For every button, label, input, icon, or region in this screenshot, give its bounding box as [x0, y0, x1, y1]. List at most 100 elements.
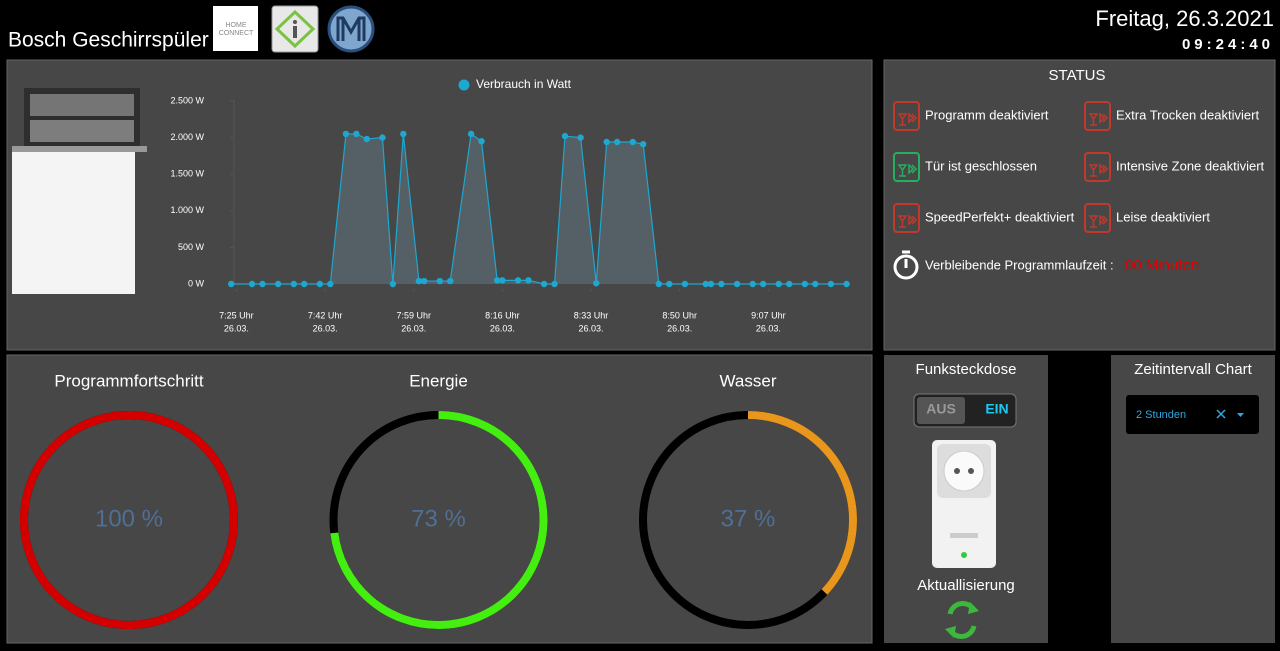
socket-title: Funksteckdose [916, 361, 1017, 378]
point[interactable] [301, 280, 308, 288]
m-glyph [336, 16, 366, 41]
point[interactable] [759, 280, 767, 288]
point[interactable] [259, 280, 266, 288]
point[interactable] [629, 138, 636, 146]
info-diamond [274, 9, 316, 49]
point[interactable] [666, 280, 673, 288]
status-icon [893, 203, 920, 233]
point[interactable] [467, 130, 475, 138]
point[interactable] [379, 134, 386, 141]
icon-glyph [897, 163, 918, 177]
point[interactable] [655, 280, 663, 288]
point[interactable] [775, 280, 782, 288]
icon-frame [893, 203, 920, 233]
point[interactable] [436, 277, 444, 285]
point[interactable] [718, 280, 725, 288]
x-tick-label: 26.03. [667, 323, 692, 333]
dishwasher-image [12, 88, 147, 294]
x-tick-label: 26.03. [579, 323, 604, 333]
point[interactable] [248, 280, 256, 288]
point[interactable] [353, 130, 360, 138]
x-tick-label: 8:50 Uhr [662, 310, 697, 320]
clock: 09:24:40 [1182, 36, 1274, 53]
point[interactable] [478, 138, 485, 145]
point[interactable] [400, 130, 407, 138]
gauges: Programmfortschritt 100 % Energie 73 % Wasse… [20, 371, 857, 629]
icon-glyph [1088, 112, 1109, 126]
y-tick-label: 1.500 W [170, 169, 204, 179]
point[interactable] [593, 280, 600, 287]
status-icon [1084, 152, 1111, 182]
point[interactable] [274, 280, 282, 288]
point[interactable] [707, 280, 715, 288]
refresh-icon[interactable] [945, 601, 979, 639]
status-icon [1084, 203, 1111, 233]
point[interactable] [733, 280, 741, 288]
point[interactable] [447, 277, 454, 285]
x-tick-label: 8:33 Uhr [574, 310, 609, 320]
point[interactable] [493, 277, 501, 284]
x-tick-label: 9:07 Uhr [751, 310, 786, 320]
point[interactable] [603, 138, 610, 146]
point[interactable] [812, 280, 819, 288]
point[interactable] [389, 280, 397, 288]
remaining-label: Verbleibende Programmlaufzeit : [925, 257, 1114, 272]
point[interactable] [786, 280, 793, 288]
point[interactable] [415, 277, 423, 285]
info-bar [293, 26, 297, 38]
icon-glyph [897, 112, 918, 126]
socket-image [932, 440, 996, 568]
point[interactable] [827, 280, 835, 288]
x-tick-label: 8:16 Uhr [485, 310, 520, 320]
point[interactable] [363, 135, 371, 143]
point[interactable] [577, 134, 584, 141]
icon-frame [893, 101, 920, 131]
info-dot [293, 20, 297, 24]
point[interactable] [749, 280, 756, 288]
point[interactable] [540, 280, 548, 288]
y-tick-label: 0 W [188, 278, 205, 288]
point[interactable] [420, 277, 428, 285]
point[interactable] [316, 280, 324, 288]
y-tick-label: 500 W [178, 242, 205, 252]
point[interactable] [561, 132, 569, 140]
gauge-title: Programmfortschritt [54, 371, 204, 390]
point[interactable] [801, 280, 809, 288]
interval-select[interactable] [1126, 395, 1259, 434]
x-tick-label: 26.03. [401, 323, 426, 333]
point[interactable] [639, 140, 647, 148]
icon-frame [1084, 101, 1111, 131]
point[interactable] [525, 277, 532, 284]
remaining-value: 00 Minuten [1125, 257, 1199, 274]
point[interactable] [613, 138, 621, 146]
y-tick-label: 2.500 W [170, 95, 204, 105]
status-icon [1084, 101, 1111, 131]
legend-label: Verbrauch in Watt [476, 77, 572, 91]
icon-frame [1084, 152, 1111, 182]
status-icon [893, 152, 920, 182]
point[interactable] [327, 280, 334, 288]
status-label: Tür ist geschlossen [925, 158, 1037, 173]
x-tick-label: 26.03. [224, 323, 249, 333]
point[interactable] [342, 130, 350, 138]
gauge-arc [20, 411, 238, 629]
point[interactable] [551, 280, 558, 288]
point[interactable] [681, 280, 689, 288]
x-tick-label: 26.03. [490, 323, 515, 333]
chart: 0 W 500 W 1.000 W 1.500 W 2.000 W 2.500 W 7:25… [170, 77, 850, 333]
dropdown-arrow[interactable] [1237, 413, 1244, 417]
home-connect-logo[interactable] [213, 6, 258, 51]
point[interactable] [843, 280, 850, 288]
point[interactable] [514, 277, 522, 284]
date: Freitag, 26.3.2021 [1095, 6, 1274, 31]
point[interactable] [702, 280, 709, 288]
clear-icon[interactable] [1216, 409, 1226, 419]
gauge-arc [329, 411, 548, 629]
point[interactable] [228, 280, 235, 288]
refresh-label: Aktuallisierung [917, 577, 1015, 594]
gauge-value: 37 % [721, 505, 776, 532]
point[interactable] [290, 280, 297, 288]
status-title: STATUS [1049, 67, 1106, 84]
point[interactable] [499, 277, 506, 284]
